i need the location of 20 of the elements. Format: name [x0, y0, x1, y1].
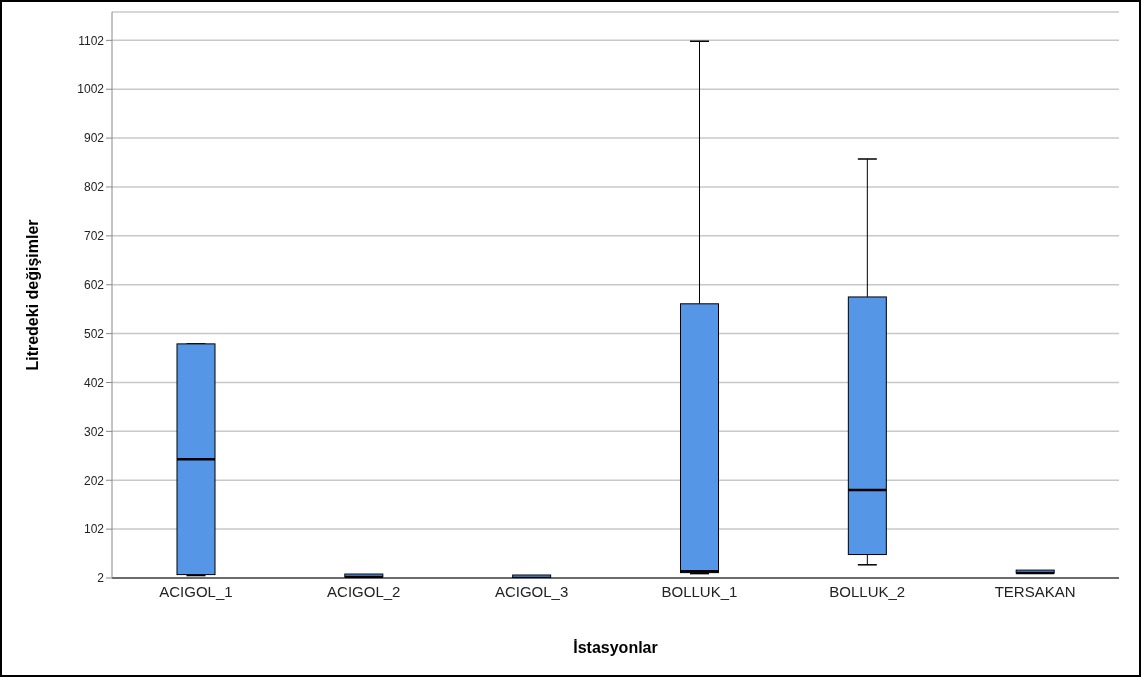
y-tick-label: 402: [83, 375, 105, 390]
y-tick-label: 902: [83, 131, 105, 146]
y-tick-label: 702: [83, 229, 105, 244]
x-axis-title: İstasyonlar: [573, 639, 658, 656]
y-tick-label: 602: [83, 278, 105, 292]
y-tick-label: 2: [97, 571, 105, 586]
x-tick-label: TERSAKAN: [994, 582, 1076, 600]
y-axis-title: Litredeki değişimler: [23, 219, 41, 371]
y-tick-label: 202: [83, 473, 105, 488]
y-tick-label: 102: [83, 522, 105, 537]
x-tick-label: BOLLUK_1: [661, 582, 738, 600]
y-tick-label: 1002: [77, 82, 105, 97]
y-tick-label: 802: [83, 180, 105, 195]
y-tick-label: 302: [83, 424, 105, 439]
x-tick-label: BOLLUK_2: [829, 582, 906, 600]
x-tick-label: ACIGOL_3: [494, 582, 569, 600]
x-tick-label: ACIGOL_1: [159, 582, 233, 600]
y-tick-label: 1102: [78, 33, 105, 48]
x-tick-label: ACIGOL_2: [327, 582, 401, 600]
y-tick-label: 502: [83, 326, 105, 341]
